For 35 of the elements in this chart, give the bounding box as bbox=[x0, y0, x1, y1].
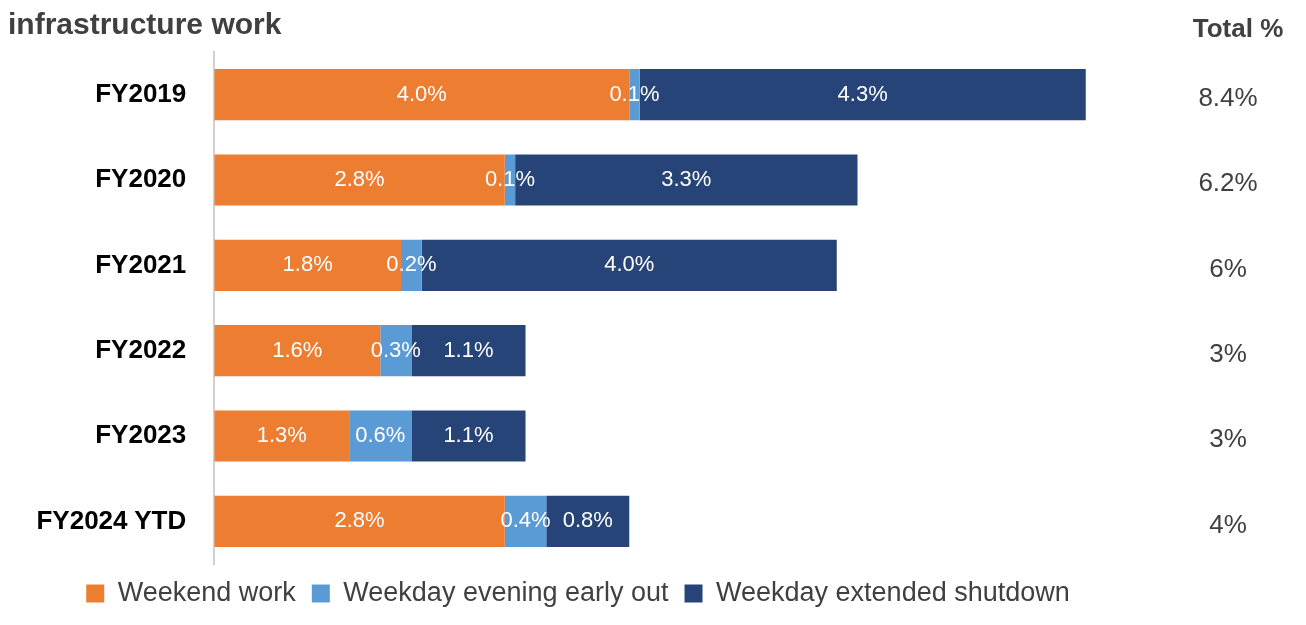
data-label: 1.3% bbox=[256, 422, 307, 448]
legend-label: Weekend work bbox=[117, 576, 297, 607]
data-label: 1.8% bbox=[282, 251, 333, 277]
data-label: 0.2% bbox=[386, 251, 437, 277]
text: 4% bbox=[1209, 508, 1247, 539]
data-label: 3.3% bbox=[661, 166, 712, 192]
bar bbox=[411, 410, 526, 462]
text: 3% bbox=[1209, 423, 1247, 454]
data-label: 0.8% bbox=[562, 507, 613, 533]
data-label: 0.6% bbox=[355, 422, 406, 448]
text: 6.2% bbox=[1198, 167, 1258, 198]
legend-label: Weekday evening early out bbox=[343, 576, 670, 607]
data-label: 4.0% bbox=[396, 80, 447, 106]
data-label: 1.6% bbox=[272, 336, 323, 362]
data-label: 1.1% bbox=[443, 336, 494, 362]
y-tick-label: FY2019 bbox=[95, 77, 187, 108]
y-tick-label: FY2024 YTD bbox=[36, 504, 187, 535]
y-tick-label: FY2020 bbox=[95, 163, 187, 194]
y-tick-label: FY2023 bbox=[95, 419, 187, 450]
data-label: 4.3% bbox=[837, 80, 888, 106]
data-label: 1.1% bbox=[443, 422, 494, 448]
text: 3% bbox=[1209, 337, 1247, 368]
data-label: 4.0% bbox=[604, 251, 655, 277]
text: 6% bbox=[1209, 252, 1247, 283]
data-label: 0.1% bbox=[609, 80, 660, 106]
data-label: 2.8% bbox=[334, 507, 385, 533]
chart-title: infrastructure work bbox=[8, 7, 282, 41]
y-tick-label: FY2021 bbox=[95, 248, 187, 279]
legend-label: Weekday extended shutdown bbox=[716, 576, 1070, 607]
data-label: 2.8% bbox=[334, 166, 385, 192]
text: 8.4% bbox=[1198, 81, 1258, 112]
y-tick-label: FY2022 bbox=[95, 333, 187, 364]
bar bbox=[214, 410, 350, 462]
text: Total % bbox=[1192, 13, 1284, 44]
data-label: 0.1% bbox=[484, 166, 536, 192]
